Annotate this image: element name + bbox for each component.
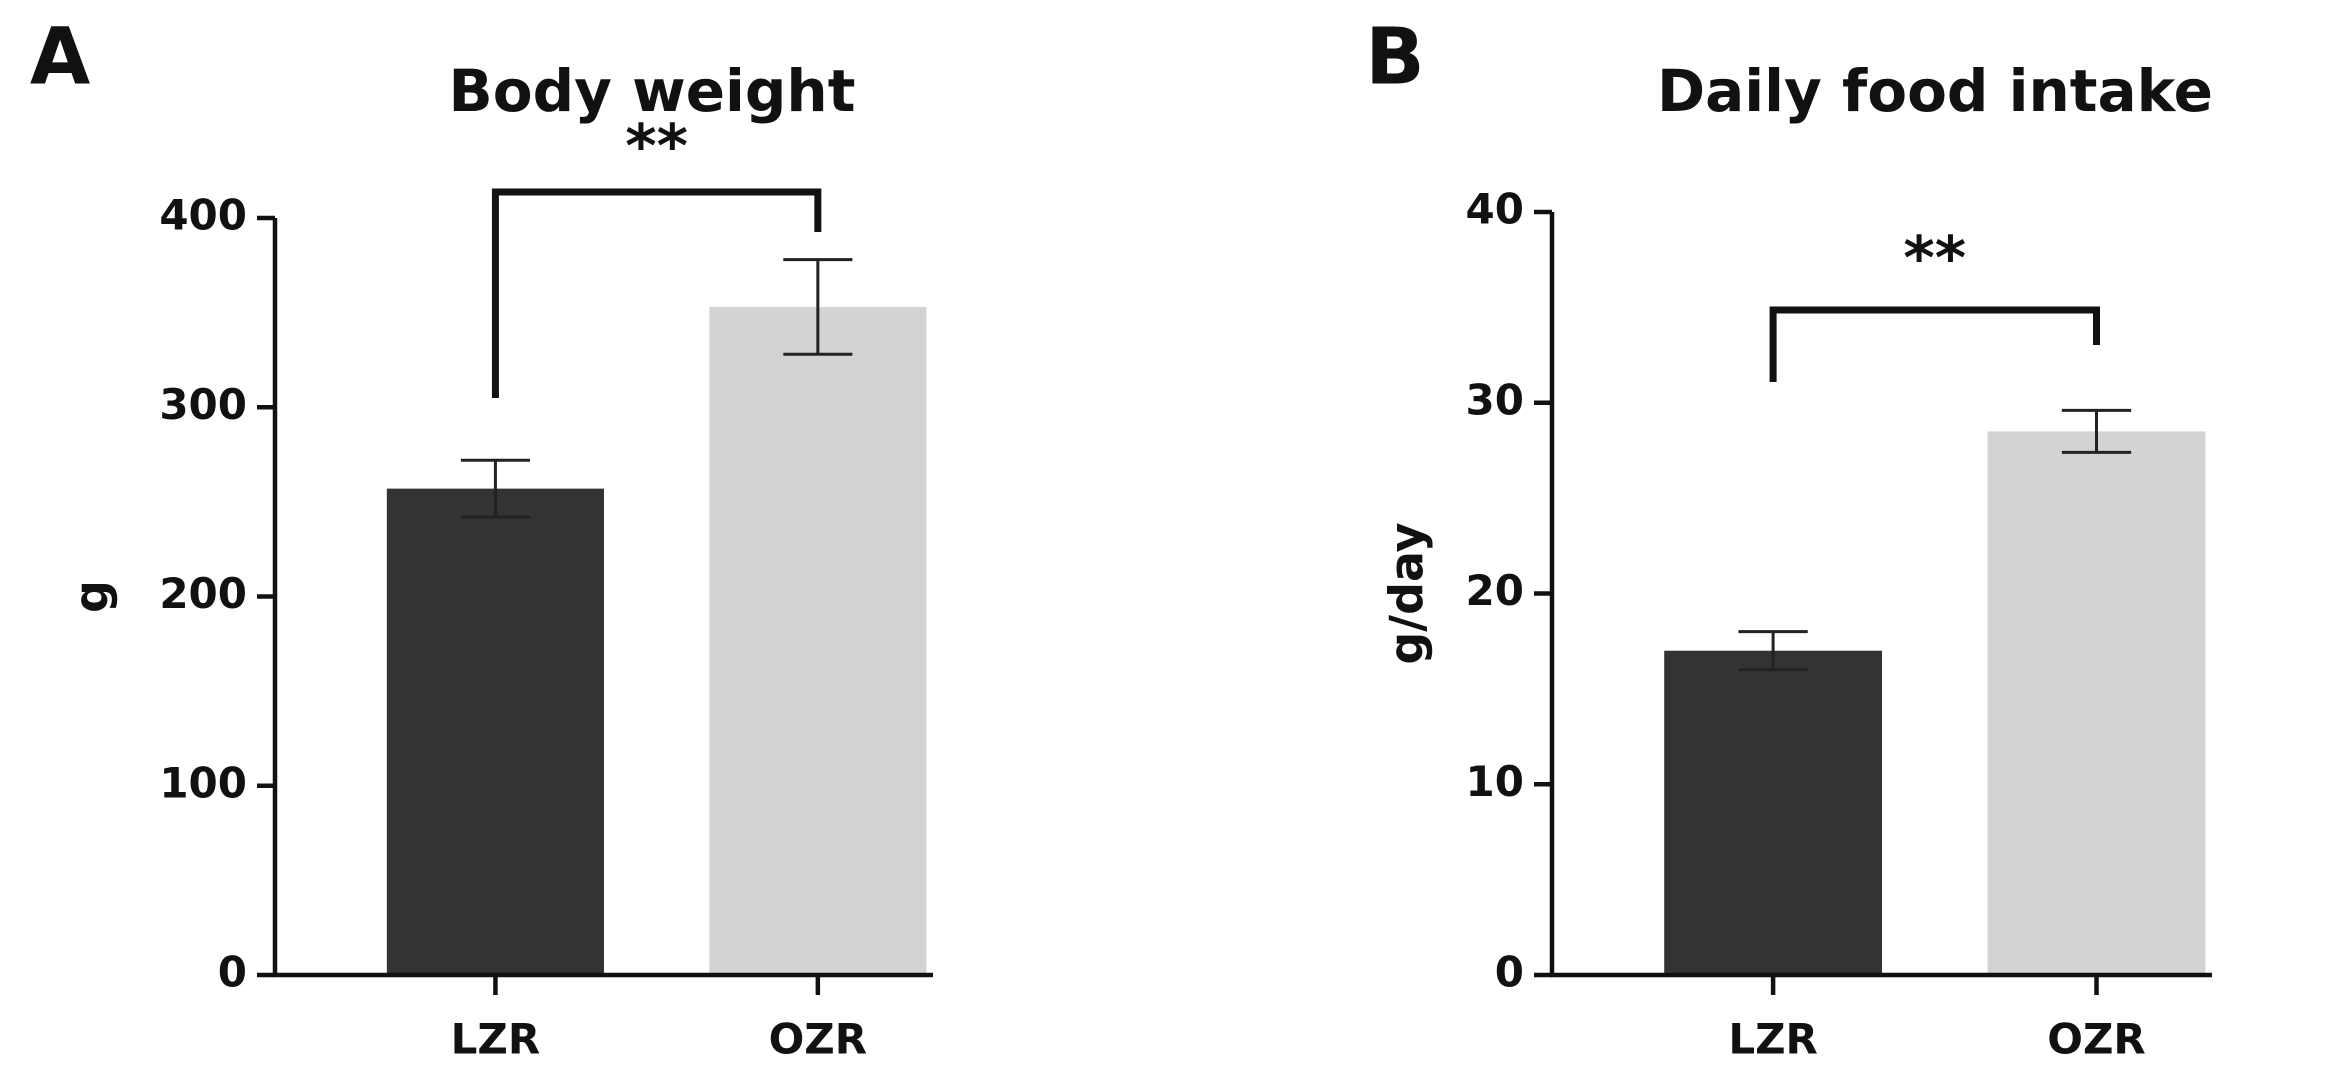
error-bar (783, 258, 853, 356)
bar (709, 306, 927, 975)
bar (1987, 431, 2206, 975)
panel-label: A (30, 12, 90, 102)
significance-label: ** (625, 112, 688, 182)
y-tick-label: 10 (1466, 757, 1524, 806)
significance-bracket (491, 188, 822, 398)
axes (272, 218, 933, 978)
y-tick-label: 400 (159, 191, 247, 240)
panel-label: B (1365, 12, 1424, 102)
y-tick-label: 300 (159, 380, 247, 429)
significance-label: ** (1903, 224, 1966, 294)
x-tick-label: OZR (769, 1015, 868, 1064)
y-tick-label: 40 (1466, 185, 1524, 234)
chart-title: Daily food intake (1657, 57, 2213, 125)
y-axis-label: g/day (1380, 522, 1434, 664)
y-tick-label: 0 (218, 948, 247, 997)
error-bar (2061, 408, 2132, 454)
y-tick-label: 0 (1495, 948, 1524, 997)
error-bar (460, 458, 530, 519)
y-axis-label: g (65, 580, 119, 613)
chart-title: Body weight (449, 57, 856, 125)
y-tick-label: 100 (159, 758, 247, 807)
bar (1664, 650, 1882, 975)
bar (386, 488, 604, 975)
significance-bracket (1769, 306, 2100, 382)
x-tick-label: OZR (2047, 1015, 2146, 1064)
y-tick-label: 30 (1466, 375, 1524, 424)
axes (1549, 212, 2212, 978)
x-tick-label: LZR (451, 1015, 541, 1064)
y-tick-label: 20 (1466, 566, 1524, 615)
error-bar (1738, 630, 1808, 672)
y-tick-label: 200 (159, 569, 247, 618)
x-tick-label: LZR (1728, 1015, 1818, 1064)
